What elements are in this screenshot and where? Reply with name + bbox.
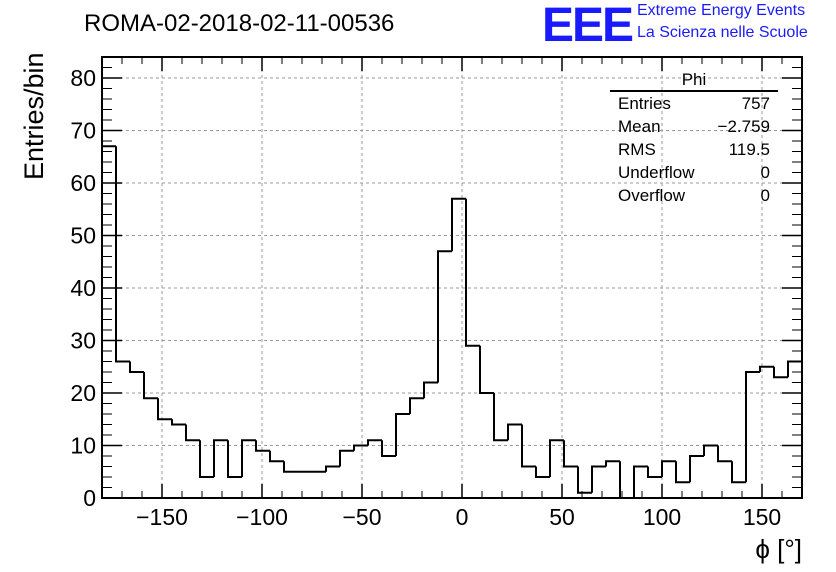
stats-row-rms: RMS 119.5 xyxy=(610,138,778,161)
stats-label: RMS xyxy=(618,140,656,159)
stats-value: 119.5 xyxy=(728,140,770,159)
histogram-bin xyxy=(451,197,466,252)
y-tick-label: 20 xyxy=(70,380,96,406)
histogram-bin xyxy=(689,455,704,483)
histogram-bin xyxy=(171,419,186,426)
histogram-bin xyxy=(339,449,354,467)
histogram-bin xyxy=(199,440,214,478)
stats-value: 0 xyxy=(760,186,770,205)
histogram-bin xyxy=(157,398,172,421)
histogram-bin xyxy=(381,440,396,457)
x-tick-label: 50 xyxy=(549,504,575,530)
y-tick-label: 10 xyxy=(70,433,96,459)
histogram-bin xyxy=(703,444,718,456)
stats-box: Phi Entries 757 Mean −2.759 RMS 119.5 Un… xyxy=(610,70,778,207)
histogram-bin xyxy=(353,444,368,451)
histogram-bin xyxy=(367,439,382,446)
histogram-bin xyxy=(507,423,522,441)
histogram-bin xyxy=(675,461,690,484)
histogram-bin xyxy=(269,450,284,463)
histogram-bin xyxy=(549,439,564,477)
stats-row-entries: Entries 757 xyxy=(610,92,778,115)
logo-subtitle-1: Extreme Energy Events xyxy=(637,2,806,19)
histogram-bin xyxy=(325,465,340,472)
histogram-bin xyxy=(633,465,648,498)
histogram-bin xyxy=(129,361,144,373)
x-tick-label: 150 xyxy=(743,504,781,530)
histogram-bin xyxy=(647,466,662,478)
y-axis-label: Entries/bin xyxy=(19,52,49,180)
stats-title: Phi xyxy=(610,70,778,92)
histogram-bin xyxy=(521,424,536,468)
histogram-bin xyxy=(213,439,228,477)
run-title: ROMA-02-2018-02-11-00536 xyxy=(84,10,395,37)
histogram-bin xyxy=(395,413,410,456)
histogram-bin xyxy=(745,371,760,483)
histogram-bin xyxy=(717,445,732,463)
x-axis-label: ϕ [°] xyxy=(755,534,802,564)
histogram-bin xyxy=(227,440,242,478)
histogram-bin xyxy=(591,465,606,493)
histogram-bin xyxy=(535,466,550,478)
stats-label: Overflow xyxy=(618,186,686,205)
x-tick-label: 0 xyxy=(456,504,469,530)
histogram-bin xyxy=(563,440,578,468)
histogram-bin xyxy=(423,381,438,399)
y-tick-label: 60 xyxy=(70,170,96,196)
histogram-bin xyxy=(283,461,298,473)
histogram-bin xyxy=(605,460,620,467)
histogram-bin xyxy=(787,360,802,378)
histogram-bin xyxy=(255,440,270,452)
grid-lines xyxy=(102,57,802,498)
y-tick-label: 30 xyxy=(70,328,96,354)
histogram-bin xyxy=(465,198,480,347)
axis-ticks xyxy=(102,56,803,499)
histogram-bin xyxy=(115,146,130,363)
histogram-bin xyxy=(479,345,494,394)
stats-row-overflow: Overflow 0 xyxy=(610,184,778,207)
stats-label: Underflow xyxy=(618,163,695,182)
histogram-bin xyxy=(185,424,200,442)
histogram-bin xyxy=(493,393,508,442)
stats-value: −2.759 xyxy=(717,117,770,136)
histogram-bin xyxy=(577,466,592,494)
histogram-bin xyxy=(731,461,746,484)
x-tick-label: −100 xyxy=(236,504,288,530)
x-tick-label: −150 xyxy=(136,504,188,530)
y-tick-label: 80 xyxy=(70,65,96,91)
y-tick-label: 0 xyxy=(83,485,96,511)
tick-labels: −150 −100 −50 0 50 100 150 0 10 20 30 40 50 60 70 80 xyxy=(70,65,781,530)
histogram-bin xyxy=(143,372,158,400)
histogram-bin xyxy=(661,460,676,477)
histogram-bin xyxy=(759,365,774,372)
histogram-bin xyxy=(773,366,788,379)
x-tick-label: −50 xyxy=(342,504,381,530)
y-tick-label: 50 xyxy=(70,223,96,249)
stats-row-mean: Mean −2.759 xyxy=(610,115,778,138)
y-tick-label: 70 xyxy=(70,118,96,144)
stats-label: Mean xyxy=(618,117,661,136)
eee-logo: EEE xyxy=(542,0,634,52)
histogram-bin xyxy=(409,397,424,414)
x-tick-label: 100 xyxy=(643,504,681,530)
stats-row-underflow: Underflow 0 xyxy=(610,161,778,184)
stats-label: Entries xyxy=(618,94,671,113)
histogram-bin xyxy=(437,250,452,383)
stats-value: 757 xyxy=(741,94,770,113)
y-tick-label: 40 xyxy=(70,275,96,301)
stats-value: 0 xyxy=(760,163,770,182)
logo-subtitle-2: La Scienza nelle Scuole xyxy=(637,24,808,41)
histogram-bin xyxy=(241,439,256,477)
